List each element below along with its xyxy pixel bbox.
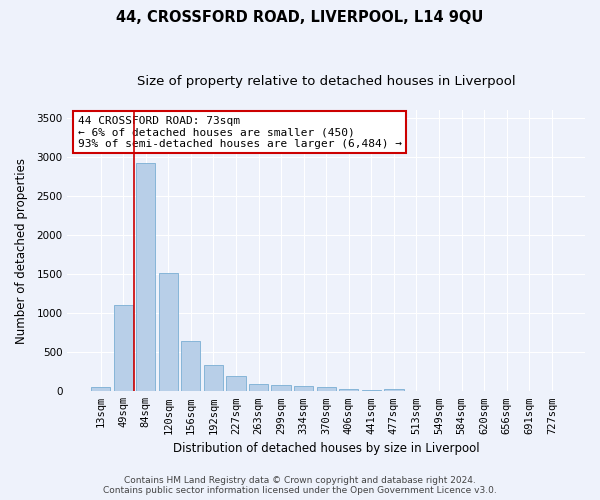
Text: 44, CROSSFORD ROAD, LIVERPOOL, L14 9QU: 44, CROSSFORD ROAD, LIVERPOOL, L14 9QU xyxy=(116,10,484,25)
Bar xyxy=(136,163,155,392)
Title: Size of property relative to detached houses in Liverpool: Size of property relative to detached ho… xyxy=(137,75,515,88)
Bar xyxy=(158,274,178,392)
X-axis label: Distribution of detached houses by size in Liverpool: Distribution of detached houses by size … xyxy=(173,442,479,455)
Bar xyxy=(226,376,245,392)
Bar xyxy=(339,389,358,392)
Bar xyxy=(91,388,110,392)
Bar xyxy=(204,364,223,392)
Bar xyxy=(294,386,313,392)
Text: Contains HM Land Registry data © Crown copyright and database right 2024.
Contai: Contains HM Land Registry data © Crown c… xyxy=(103,476,497,495)
Text: 44 CROSSFORD ROAD: 73sqm
← 6% of detached houses are smaller (450)
93% of semi-d: 44 CROSSFORD ROAD: 73sqm ← 6% of detache… xyxy=(78,116,402,149)
Bar xyxy=(113,304,133,392)
Bar xyxy=(362,390,381,392)
Bar xyxy=(181,342,200,392)
Bar xyxy=(249,384,268,392)
Y-axis label: Number of detached properties: Number of detached properties xyxy=(15,158,28,344)
Bar xyxy=(385,389,404,392)
Bar xyxy=(317,388,336,392)
Bar xyxy=(271,384,290,392)
